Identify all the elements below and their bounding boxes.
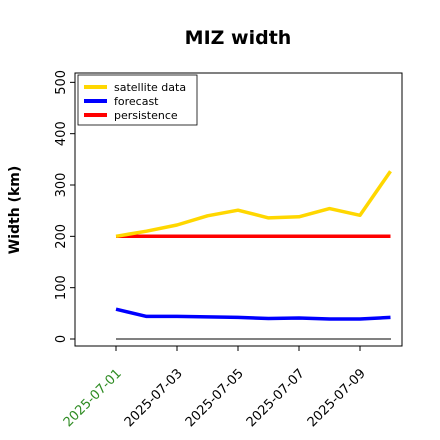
chart-title: MIZ width [185,27,292,49]
x-tick-label: 2025-07-01 [61,366,125,430]
y-tick-label: 500 [54,70,69,95]
y-tick-label: 300 [54,173,69,198]
legend: satellite data forecast persistence [77,74,198,126]
series-layer [115,170,392,321]
series-line-satellite-data [115,170,392,239]
x-axis: 2025-07-012025-07-032025-07-052025-07-07… [61,346,369,430]
legend-label-persistence: persistence [114,109,178,122]
legend-label-forecast: forecast [114,95,159,108]
x-tick-label: 2025-07-03 [122,366,186,430]
x-tick-label: 2025-07-09 [305,366,369,430]
x-tick-label: 2025-07-07 [244,366,308,430]
y-axis: 0 100 200 300 400 500 [54,70,75,343]
y-tick-label: 100 [54,275,69,300]
y-tick-label: 0 [54,335,69,343]
legend-label-satellite: satellite data [114,81,186,94]
y-tick-label: 200 [54,224,69,249]
series-line-forecast [115,307,391,321]
y-axis-label: Width (km) [7,166,23,255]
y-tick-label: 400 [54,121,69,146]
x-tick-label: 2025-07-05 [183,366,247,430]
